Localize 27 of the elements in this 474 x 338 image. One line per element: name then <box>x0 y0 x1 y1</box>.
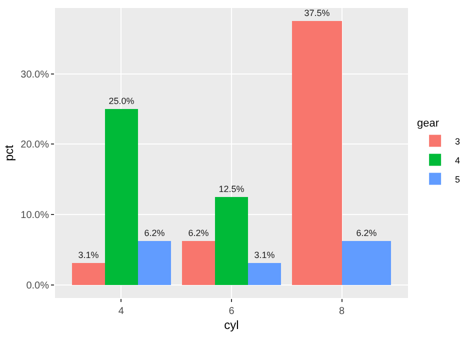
bar <box>72 263 105 285</box>
x-tick-label: 4 <box>118 306 124 317</box>
legend-label: 4 <box>455 155 460 166</box>
legend-label: 5 <box>455 174 460 184</box>
legend-title: gear <box>417 117 440 130</box>
bar <box>182 241 215 285</box>
bar <box>105 109 138 285</box>
legend-label: 3 <box>455 136 460 146</box>
data-label: 6.2% <box>356 228 377 238</box>
x-tick-label: 8 <box>339 306 346 317</box>
data-label: 25.0% <box>108 96 134 106</box>
bar <box>248 263 281 285</box>
data-label: 6.2% <box>188 228 209 238</box>
data-label: 3.1% <box>254 250 275 260</box>
y-tick-label: 0.0% <box>26 280 50 292</box>
y-axis-title: pct <box>2 144 16 162</box>
y-tick-label: 20.0% <box>20 140 50 151</box>
bar <box>215 197 248 285</box>
y-tick-label: 30.0% <box>20 69 50 80</box>
x-tick-label: 6 <box>228 306 235 317</box>
y-tick-label: 10.0% <box>20 210 50 222</box>
bar <box>138 241 171 285</box>
data-label: 3.1% <box>78 250 99 260</box>
x-axis-title: cyl <box>224 318 239 332</box>
data-label: 6.2% <box>144 228 165 238</box>
data-label: 37.5% <box>304 8 330 18</box>
data-label: 12.5% <box>218 184 244 194</box>
